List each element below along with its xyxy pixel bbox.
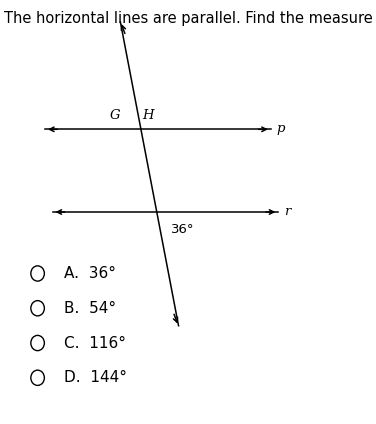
Text: The horizontal lines are parallel. Find the measure of ∠G.: The horizontal lines are parallel. Find … [4,11,376,25]
Text: C.  116°: C. 116° [64,335,126,351]
Text: H: H [142,109,153,122]
Text: B.  54°: B. 54° [64,301,116,316]
Text: D.  144°: D. 144° [64,370,127,385]
Text: G: G [109,109,120,122]
Text: r: r [284,205,290,218]
Text: A.  36°: A. 36° [64,266,116,281]
Text: 36°: 36° [171,223,194,236]
Text: p: p [276,122,285,135]
